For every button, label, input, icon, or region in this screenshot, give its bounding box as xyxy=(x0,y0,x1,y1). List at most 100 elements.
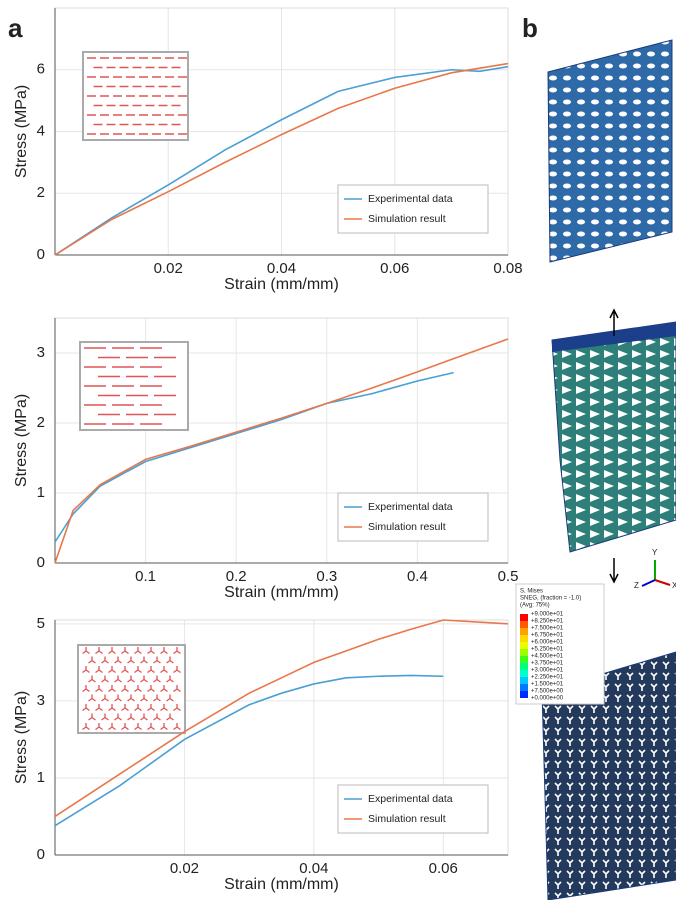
contour-level: +3.000e+01 xyxy=(531,668,564,674)
inset-cut xyxy=(127,713,135,721)
panel-label: a xyxy=(8,13,23,43)
contour-title: S, Mises xyxy=(520,589,543,595)
y-tick-label: 3 xyxy=(37,344,45,361)
y-tick-label: 2 xyxy=(37,414,45,431)
x-axis-label: Strain (mm/mm) xyxy=(224,876,339,893)
inset-cut xyxy=(140,675,148,683)
inset-cut xyxy=(160,647,168,655)
render-edge xyxy=(552,322,676,352)
inset-cut xyxy=(173,685,181,693)
contour-level: +2.250e+01 xyxy=(531,675,564,681)
inset-cut xyxy=(153,694,161,702)
x-tick-label: 0.3 xyxy=(316,568,337,585)
inset-cut xyxy=(140,713,148,721)
contour-swatch xyxy=(520,677,528,684)
inset-cut xyxy=(121,647,129,655)
y-tick-label: 1 xyxy=(37,484,45,501)
x-axis-label: Strain (mm/mm) xyxy=(224,276,339,293)
contour-level: +3.750e+01 xyxy=(531,661,564,667)
inset-cut xyxy=(134,666,142,674)
inset-cut xyxy=(166,713,174,721)
inset-cut xyxy=(108,704,116,712)
inset-cut xyxy=(114,675,122,683)
y-tick-label: 1 xyxy=(37,769,45,786)
inset-cut xyxy=(95,647,103,655)
contour-swatch xyxy=(520,663,528,670)
triad-label: X xyxy=(672,581,676,590)
inset-cut xyxy=(101,694,109,702)
inset-cut xyxy=(114,656,122,664)
inset-cut xyxy=(88,713,96,721)
inset-cut xyxy=(121,723,129,731)
contour-swatch xyxy=(520,621,528,628)
inset-cut xyxy=(108,647,116,655)
x-tick-label: 0.4 xyxy=(407,568,428,585)
contour-swatch xyxy=(520,691,528,698)
contour-level: +8.250e+01 xyxy=(531,619,564,625)
y-axis-label: Stress (MPa) xyxy=(13,85,30,178)
inset-cut xyxy=(121,704,129,712)
contour-swatch xyxy=(520,656,528,663)
legend-box xyxy=(337,784,489,834)
x-tick-label: 0.1 xyxy=(135,568,156,585)
inset-cut xyxy=(108,723,116,731)
inset-cut xyxy=(166,656,174,664)
inset-cut xyxy=(173,647,181,655)
simulation-render xyxy=(541,651,676,900)
contour-legend-box xyxy=(515,583,605,705)
data-line xyxy=(54,62,509,256)
inset-cut xyxy=(160,704,168,712)
contour-level: +7.500e+00 xyxy=(531,689,564,695)
legend-label: Experimental data xyxy=(368,793,453,805)
arrow xyxy=(609,558,619,584)
inset-cut xyxy=(82,704,90,712)
contour-swatch xyxy=(520,642,528,649)
contour-swatch xyxy=(520,628,528,635)
contour-swatch xyxy=(520,670,528,677)
inset-cut xyxy=(166,675,174,683)
triad xyxy=(641,560,671,587)
inset-cut xyxy=(153,675,161,683)
inset-cut xyxy=(127,675,135,683)
contour-swatch xyxy=(520,614,528,621)
inset-cut xyxy=(147,723,155,731)
x-tick-label: 0.08 xyxy=(493,260,522,277)
x-tick-label: 0.04 xyxy=(299,860,328,877)
inset-cut xyxy=(140,694,148,702)
inset-cut xyxy=(82,723,90,731)
legend-label: Experimental data xyxy=(368,501,453,513)
legend-label: Simulation result xyxy=(368,813,446,825)
inset-cut xyxy=(101,713,109,721)
simulation-render xyxy=(547,39,673,263)
y-tick-label: 2 xyxy=(37,184,45,201)
contour-level: +0.000e+00 xyxy=(531,696,564,702)
inset-cut xyxy=(173,666,181,674)
triad-label: Z xyxy=(634,581,639,590)
y-axis-label: Stress (MPa) xyxy=(13,394,30,487)
contour-title: (Avg: 75%) xyxy=(520,603,550,609)
contour-level: +9.000e+01 xyxy=(531,612,564,618)
contour-title: SNEG, (fraction = -1.0) xyxy=(520,596,581,602)
inset-cut xyxy=(108,685,116,693)
arrow xyxy=(609,308,619,336)
inset-cut xyxy=(134,704,142,712)
inset-cut xyxy=(134,723,142,731)
inset-cut xyxy=(134,647,142,655)
inset-cut xyxy=(127,694,135,702)
inset-cut xyxy=(101,656,109,664)
contour-swatch xyxy=(520,684,528,691)
inset-cut xyxy=(147,666,155,674)
contour-swatch xyxy=(520,635,528,642)
inset-cut xyxy=(166,694,174,702)
inset-cut xyxy=(127,656,135,664)
legend-box xyxy=(337,184,489,234)
x-tick-label: 0.02 xyxy=(154,260,183,277)
x-tick-label: 0.06 xyxy=(429,860,458,877)
inset-cut xyxy=(121,685,129,693)
inset-cut xyxy=(114,713,122,721)
data-line xyxy=(54,371,454,543)
inset-cut xyxy=(108,666,116,674)
contour-swatch xyxy=(520,649,528,656)
inset-cut xyxy=(95,704,103,712)
